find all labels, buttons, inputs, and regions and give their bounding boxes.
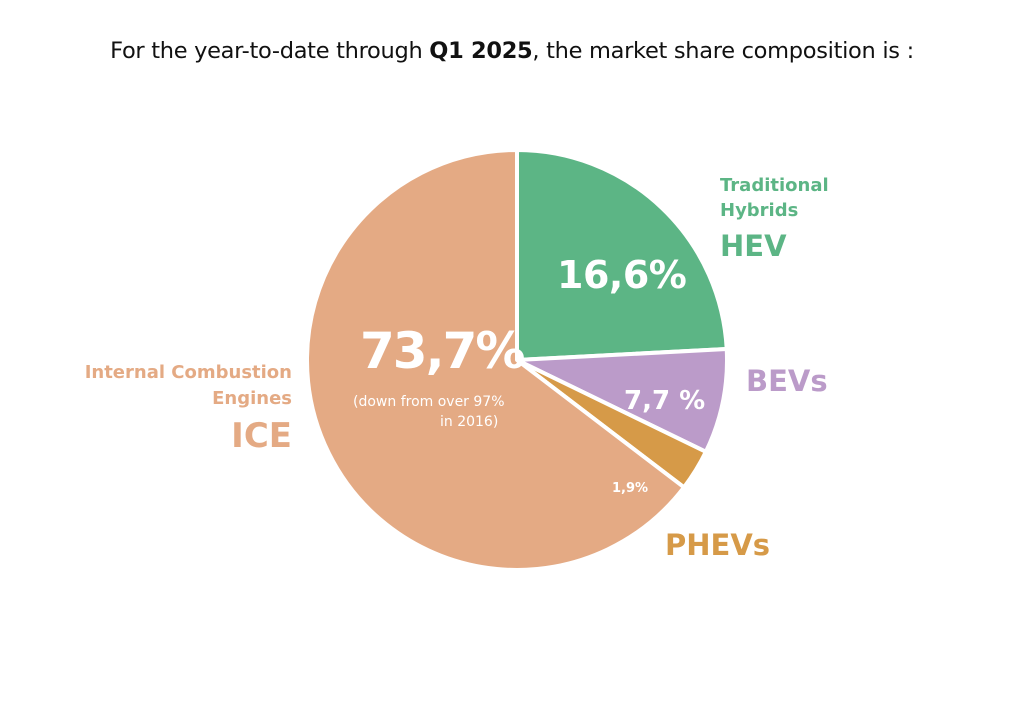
title-prefix: For the year-to-date through (110, 38, 430, 64)
legend-hev-line2: Hybrids (720, 200, 799, 221)
title-bold: Q1 2025 (429, 38, 533, 64)
pie-slice-ice (305, 148, 686, 572)
slice-label-hev: 16,6% (557, 253, 687, 297)
legend-ice-abbr: ICE (231, 416, 292, 456)
slice-label-bev: 7,7 % (624, 386, 706, 416)
legend-phev-abbr: PHEVs (665, 528, 771, 562)
slice-label-ice: 73,7% (360, 322, 525, 380)
title-suffix: , the market share composition is : (532, 38, 914, 64)
legend-ice-line2: Engines (212, 388, 292, 409)
ice-note-line2: in 2016) (440, 414, 499, 430)
ice-note-line1: (down from over 97% (353, 394, 505, 410)
pie-slice-hev (515, 148, 729, 362)
legend-hev-line1: Traditional (720, 175, 829, 196)
legend-bev-abbr: BEVs (746, 364, 828, 398)
slice-label-phev: 1,9% (612, 481, 649, 496)
legend-hev-abbr: HEV (720, 229, 787, 263)
chart-title: For the year-to-date through Q1 2025, th… (0, 38, 1024, 64)
pie-slice-bev (515, 347, 729, 454)
legend-ice-line1: Internal Combustion (84, 362, 292, 383)
